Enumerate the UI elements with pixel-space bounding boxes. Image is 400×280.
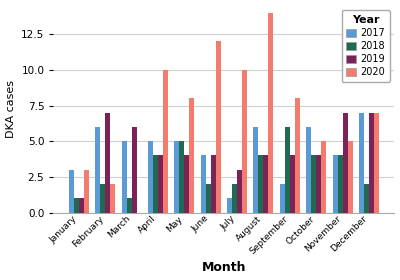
Bar	[216, 41, 221, 213]
Bar	[132, 127, 137, 213]
Bar	[227, 198, 232, 213]
Bar	[174, 141, 179, 213]
Bar	[316, 155, 321, 213]
Bar	[153, 155, 158, 213]
Bar	[369, 113, 374, 213]
Bar	[290, 155, 295, 213]
Bar	[189, 98, 194, 213]
Bar	[280, 184, 285, 213]
Bar	[110, 184, 115, 213]
Bar	[127, 198, 132, 213]
Bar	[258, 155, 264, 213]
Legend: 2017, 2018, 2019, 2020: 2017, 2018, 2019, 2020	[342, 10, 390, 82]
Bar	[285, 127, 290, 213]
Bar	[232, 184, 237, 213]
Bar	[79, 198, 84, 213]
Bar	[374, 113, 379, 213]
Bar	[237, 170, 242, 213]
Bar	[359, 113, 364, 213]
Bar	[74, 198, 79, 213]
Bar	[311, 155, 316, 213]
Bar	[306, 127, 311, 213]
Y-axis label: DKA cases: DKA cases	[6, 80, 16, 138]
Bar	[338, 155, 342, 213]
Bar	[100, 184, 105, 213]
Bar	[206, 184, 211, 213]
Bar	[122, 141, 127, 213]
Bar	[69, 170, 74, 213]
Bar	[211, 155, 216, 213]
Bar	[254, 127, 258, 213]
X-axis label: Month: Month	[202, 262, 246, 274]
Bar	[342, 113, 348, 213]
Bar	[95, 127, 100, 213]
Bar	[179, 141, 184, 213]
Bar	[321, 141, 326, 213]
Bar	[201, 155, 206, 213]
Bar	[158, 155, 163, 213]
Bar	[163, 70, 168, 213]
Bar	[348, 141, 352, 213]
Bar	[105, 113, 110, 213]
Bar	[264, 155, 268, 213]
Bar	[295, 98, 300, 213]
Bar	[184, 155, 189, 213]
Bar	[148, 141, 153, 213]
Bar	[268, 13, 274, 213]
Bar	[84, 170, 89, 213]
Bar	[242, 70, 247, 213]
Bar	[364, 184, 369, 213]
Bar	[332, 155, 338, 213]
